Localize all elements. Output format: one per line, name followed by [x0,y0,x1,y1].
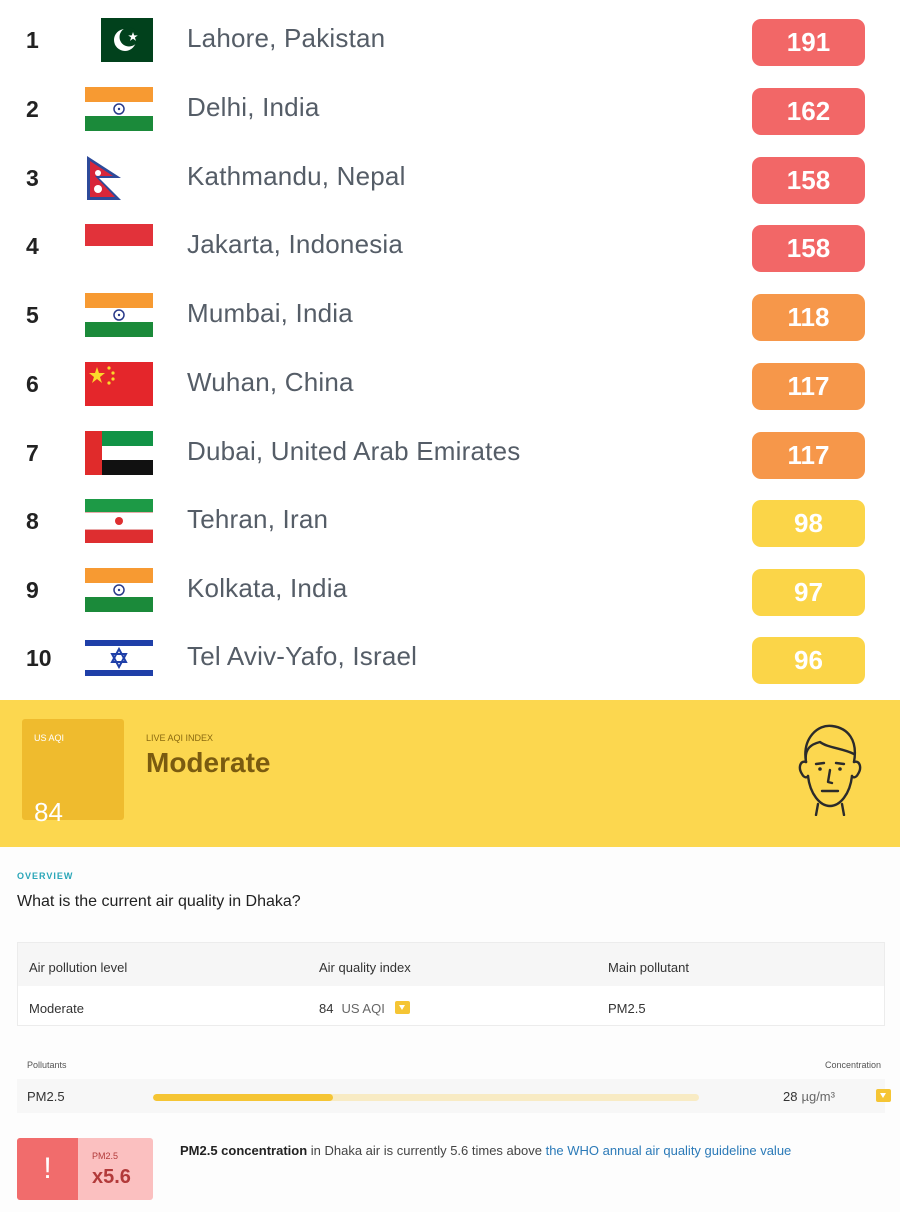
iran-flag-icon [85,499,153,543]
live-aqi-label: LIVE AQI INDEX [146,733,214,743]
city-name: Kathmandu, Nepal [187,161,406,191]
header-main-pollutant: Main pollutant [608,960,689,975]
aqi-box-value: 84 [34,797,63,827]
ranking-row[interactable]: 5 Mumbai, India 118 [0,280,900,348]
indonesia-flag-icon [85,224,153,268]
israel-flag-icon [85,636,153,680]
concentration-number: 28 [783,1089,798,1104]
ranking-row[interactable]: 9 Kolkata, India 97 [0,555,900,623]
uae-flag-icon [85,431,153,475]
rank-number: 5 [26,302,39,328]
exclamation-icon: ! [17,1138,78,1200]
rank-number: 10 [26,645,52,671]
concentration-header: Concentration [824,1060,881,1070]
city-name: Tehran, Iran [187,504,329,534]
ranking-row[interactable]: 6 Wuhan, China 117 [0,349,900,417]
rank-number: 4 [26,233,39,259]
city-name: Lahore, Pakistan [187,23,386,53]
india-flag-icon [85,87,153,131]
aqi-badge: 117 [752,432,865,479]
aqi-badge: 162 [752,88,865,135]
aqi-banner: US AQI 84 LIVE AQI INDEX Moderate [0,700,900,847]
concentration-bar-fill [153,1094,334,1101]
who-guideline-link[interactable]: the WHO annual air quality guideline val… [545,1143,792,1158]
aqi-badge: 96 [752,637,865,684]
ranking-row[interactable]: 7 Dubai, United Arab Emirates 117 [0,418,900,486]
pollution-level-value: Moderate [29,1001,84,1016]
china-flag-icon [85,362,153,406]
aqi-level-text: Moderate [146,747,271,778]
rank-number: 6 [26,371,39,397]
ranking-row[interactable]: 8 Tehran, Iran 98 [0,486,900,554]
overview-label: OVERVIEW [17,871,74,881]
overview-section: OVERVIEW What is the current air quality… [0,847,900,1212]
aqi-score-box: US AQI 84 [22,719,124,827]
chevron-down-icon[interactable] [876,1089,891,1102]
aqi-box-label: US AQI [34,733,65,743]
overview-question: What is the current air quality in Dhaka… [17,893,301,910]
warning-pollutant-label: PM2.5 [92,1151,119,1161]
warning-text: PM2.5 concentration in Dhaka air is curr… [180,1143,880,1158]
air-quality-table: Air pollution level Air quality index Ma… [17,942,885,1026]
aqi-badge: 191 [752,19,865,66]
ranking-row[interactable]: 10 Tel Aviv-Yafo, Israel 96 [0,623,900,691]
city-name: Kolkata, India [187,573,348,603]
table-header [18,943,884,986]
chevron-down-icon[interactable] [394,1001,410,1014]
pollutants-header: Pollutants [27,1060,67,1070]
pakistan-flag-icon [85,18,153,62]
city-name: Jakarta, Indonesia [187,229,404,259]
aqi-badge: 158 [752,225,865,272]
aqi-badge: 158 [752,157,865,204]
aqi-unit: US AQI [341,1001,385,1016]
header-pollution-level: Air pollution level [29,960,128,975]
main-pollutant-value: PM2.5 [608,1001,646,1016]
nepal-flag-icon [85,156,153,200]
concentration-unit: µg/m³ [801,1089,835,1104]
rank-number: 1 [26,27,39,53]
warning-multiplier: x5.6 [92,1166,131,1188]
aqi-badge: 118 [752,294,865,341]
ranking-row[interactable]: 4 Jakarta, Indonesia 158 [0,211,900,279]
ranking-row[interactable]: 3 Kathmandu, Nepal 158 [0,143,900,211]
aqi-badge: 98 [752,500,865,547]
rank-number: 7 [26,440,39,466]
neutral-face-icon [798,724,862,816]
warning-bold-text: PM2.5 concentration [180,1143,308,1158]
rank-number: 8 [26,508,39,534]
concentration-value: 28 µg/m³ [783,1089,835,1104]
header-aqi: Air quality index [319,960,411,975]
rank-number: 9 [26,577,39,603]
warning-body-text: in Dhaka air is currently 5.6 times abov… [307,1143,546,1158]
city-name: Delhi, India [187,92,320,122]
pollutant-row: PM2.5 28 µg/m³ [17,1079,891,1113]
ranking-row[interactable]: 2 Delhi, India 162 [0,74,900,142]
aqi-value-cell: 84 US AQI [319,1001,410,1016]
pollutant-name: PM2.5 [27,1089,65,1104]
rank-number: 3 [26,165,39,191]
city-name: Mumbai, India [187,298,353,328]
city-name: Wuhan, China [187,367,354,397]
concentration-bar [153,1094,699,1101]
aqi-badge: 117 [752,363,865,410]
aqi-number: 84 [319,1001,334,1016]
rank-number: 2 [26,96,39,122]
india-flag-icon [85,568,153,612]
india-flag-icon [85,293,153,337]
ranking-row[interactable]: 1 Lahore, Pakistan 191 [0,5,900,73]
city-name: Dubai, United Arab Emirates [187,436,521,466]
city-name: Tel Aviv-Yafo, Israel [187,641,418,671]
aqi-badge: 97 [752,569,865,616]
pm25-warning-box: ! PM2.5 x5.6 [17,1138,153,1200]
